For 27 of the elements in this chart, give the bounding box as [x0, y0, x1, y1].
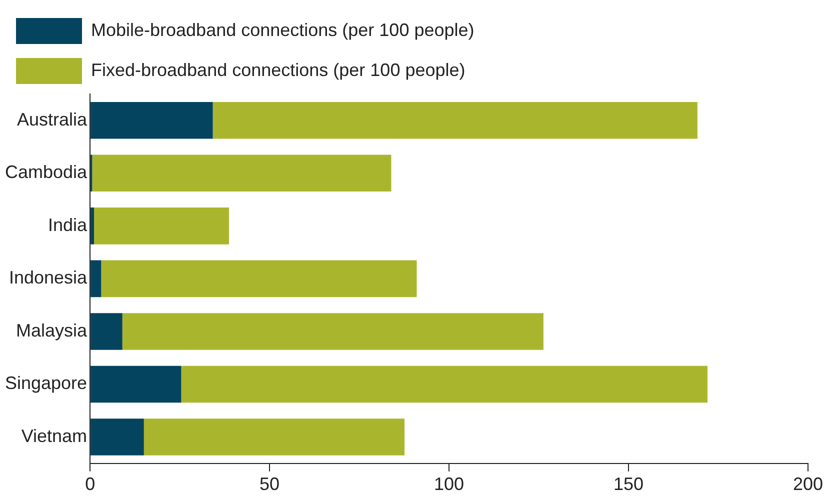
bar — [181, 366, 708, 403]
y-tick-label: Australia — [17, 109, 88, 130]
x-tick-label: 100 — [434, 474, 464, 494]
legend-label: Mobile-broadband connections (per 100 people) — [91, 20, 474, 40]
bar — [94, 208, 229, 244]
bar — [144, 418, 405, 456]
x-tick-label: 0 — [85, 474, 96, 494]
y-tick-label: Cambodia — [5, 162, 88, 182]
y-tick-label: India — [48, 214, 88, 235]
bar — [90, 260, 102, 298]
y-tick-label: Singapore — [4, 373, 88, 394]
bar — [90, 102, 213, 139]
legend-label: Fixed-broadband connections (per 100 people) — [91, 60, 466, 80]
y-tick-label: Vietnam — [21, 426, 88, 446]
bar — [90, 208, 94, 244]
bar — [92, 154, 392, 192]
x-tick-label: 150 — [613, 474, 644, 494]
x-tick-label: 50 — [260, 474, 280, 494]
x-tick-label: 200 — [792, 474, 824, 494]
y-tick-label: Indonesia — [8, 268, 88, 288]
bar — [90, 418, 144, 456]
bar — [90, 313, 122, 350]
bar — [122, 313, 544, 350]
y-tick-label: Malaysia — [16, 320, 88, 340]
bar — [101, 260, 417, 298]
bar — [212, 102, 698, 139]
bar — [90, 366, 182, 403]
